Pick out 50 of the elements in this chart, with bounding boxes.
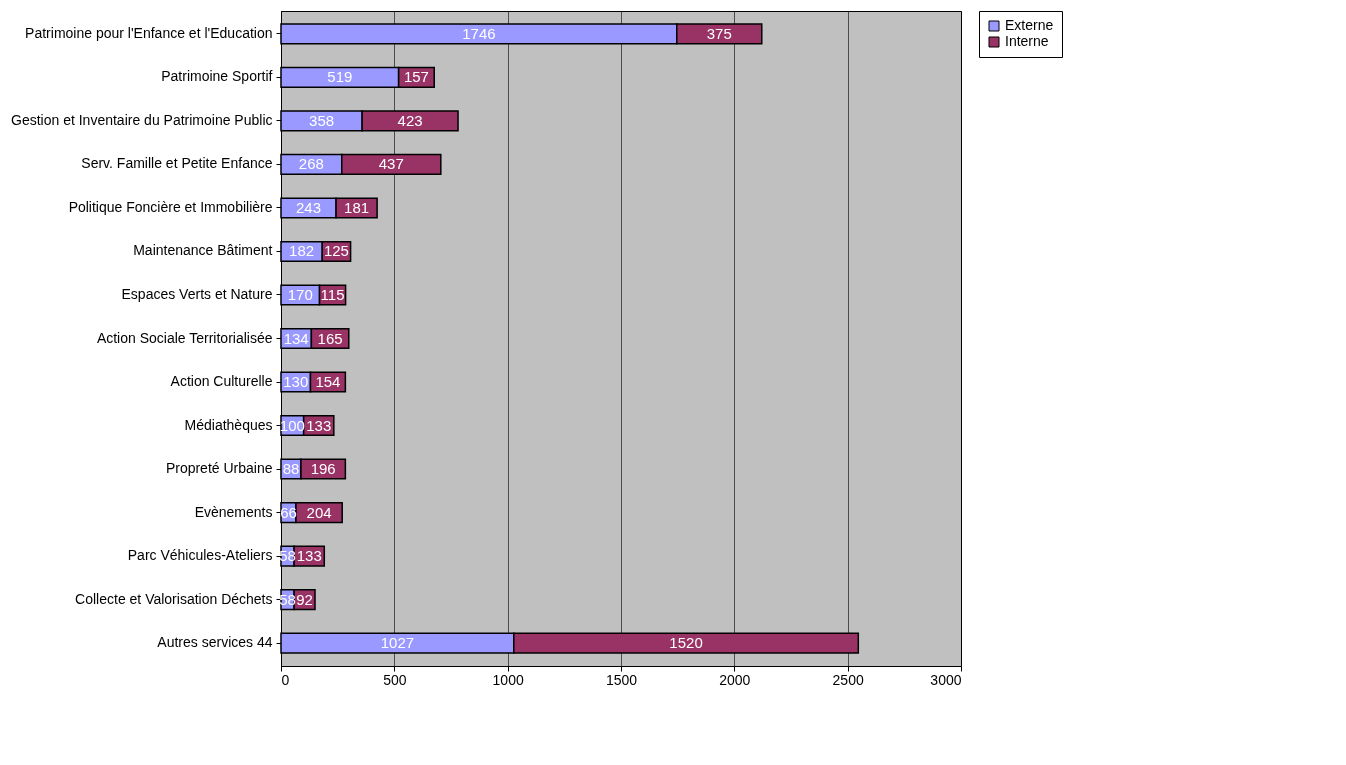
data-label: 115 bbox=[320, 285, 345, 303]
y-tick-label: Patrimoine pour l'Enfance et l'Education bbox=[25, 24, 273, 41]
data-label: 133 bbox=[306, 416, 332, 434]
data-label: 133 bbox=[296, 547, 322, 565]
y-tick-label: Gestion et Inventaire du Patrimoine Public bbox=[11, 111, 273, 128]
y-tick-label: Politique Foncière et Immobilière bbox=[68, 198, 273, 215]
x-tick-label: 0 bbox=[281, 671, 290, 688]
data-label: 375 bbox=[706, 24, 732, 42]
x-tick-label: 1000 bbox=[492, 671, 524, 688]
data-label: 358 bbox=[309, 111, 335, 129]
y-tick-label: Maintenance Bâtiment bbox=[133, 242, 273, 259]
y-tick-label: Espaces Verts et Nature bbox=[121, 285, 273, 302]
data-label: 92 bbox=[296, 590, 313, 608]
data-label: 519 bbox=[327, 68, 353, 86]
data-label: 181 bbox=[344, 198, 370, 216]
data-label: 1520 bbox=[669, 634, 703, 652]
y-tick-label: Action Sociale Territorialisée bbox=[96, 329, 273, 346]
data-label: 423 bbox=[397, 111, 423, 129]
data-label: 268 bbox=[298, 155, 324, 173]
data-label: 196 bbox=[310, 460, 336, 478]
data-label: 154 bbox=[315, 373, 341, 391]
data-label: 157 bbox=[403, 68, 429, 86]
y-tick-label: Médiathèques bbox=[184, 416, 273, 433]
x-tick-label: 1500 bbox=[605, 671, 638, 688]
data-label: 170 bbox=[287, 285, 313, 303]
x-tick-label: 3000 bbox=[930, 671, 962, 688]
y-tick-label: Serv. Famille et Petite Enfance bbox=[81, 155, 273, 172]
data-label: 1746 bbox=[462, 24, 496, 42]
legend-label: Interne bbox=[1005, 33, 1049, 49]
data-label: 88 bbox=[282, 460, 300, 478]
data-label: 204 bbox=[306, 503, 332, 521]
y-tick-label: Collecte et Valorisation Déchets bbox=[75, 590, 273, 607]
data-label: 243 bbox=[296, 198, 322, 216]
data-label: 182 bbox=[289, 242, 315, 260]
data-label: 134 bbox=[283, 329, 309, 347]
data-label: 437 bbox=[378, 155, 404, 173]
data-label: 125 bbox=[323, 242, 349, 260]
y-tick-label: Autres services 44 bbox=[157, 634, 273, 651]
y-tick-label: Propreté Urbaine bbox=[165, 460, 273, 477]
x-tick-label: 2000 bbox=[719, 671, 751, 688]
data-label: 130 bbox=[283, 373, 309, 391]
y-tick-label: Parc Véhicules-Ateliers bbox=[127, 547, 273, 564]
y-tick-label: Action Culturelle bbox=[170, 373, 273, 390]
legend-label: Externe bbox=[1005, 17, 1054, 33]
y-tick-label: Patrimoine Sportif bbox=[161, 68, 273, 85]
data-label: 1027 bbox=[380, 634, 415, 652]
y-tick-label: Evènements bbox=[194, 503, 273, 520]
x-tick-label: 2500 bbox=[832, 671, 864, 688]
x-tick-label: 500 bbox=[383, 671, 407, 688]
data-label: 165 bbox=[317, 329, 343, 347]
